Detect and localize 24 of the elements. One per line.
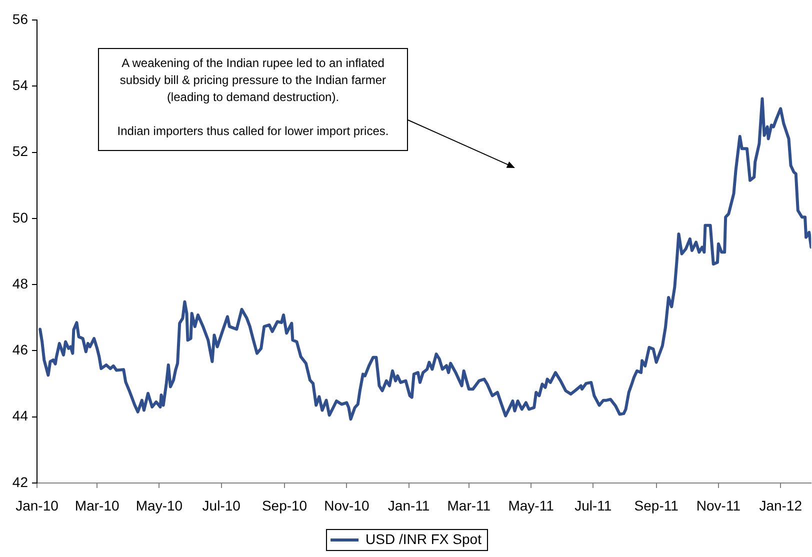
x-tick-label: May-11 [508, 497, 554, 514]
y-tick-label: 52 [12, 143, 28, 160]
x-tick-label: Nov-11 [696, 497, 741, 514]
y-tick-label: 54 [12, 77, 28, 93]
y-tick-label: 42 [12, 474, 28, 490]
y-tick-label: 44 [12, 408, 28, 424]
x-tick-label: Sep-10 [262, 497, 308, 514]
x-tick-label: Mar-11 [447, 497, 491, 514]
y-tick-label: 48 [12, 275, 28, 292]
x-tick-label: Jul-10 [202, 497, 241, 514]
y-tick-label: 50 [12, 209, 28, 226]
annotation: A weakening of the Indian rupee led to an inflated subsidy bill & pricing pressure to the Indian farmer (leading to demand destruction). [118, 55, 388, 106]
x-tick-label: Jan-12 [759, 497, 802, 514]
x-tick-label: Jan-10 [16, 497, 59, 514]
annotation: Indian importers thus called for lower import prices. [116, 123, 390, 140]
y-tick-label: 56 [12, 10, 28, 27]
x-tick-label: Nov-10 [324, 497, 370, 514]
x-tick-label: Mar-10 [74, 497, 120, 514]
x-tick-label: Jan-11 [388, 497, 430, 514]
x-tick-label: Jul-11 [574, 497, 612, 514]
x-tick-label: Sep-11 [634, 497, 679, 514]
legend-label: USD /INR FX Spot [366, 530, 482, 547]
x-tick-label: May-10 [136, 497, 183, 514]
y-tick-label: 46 [12, 342, 28, 358]
